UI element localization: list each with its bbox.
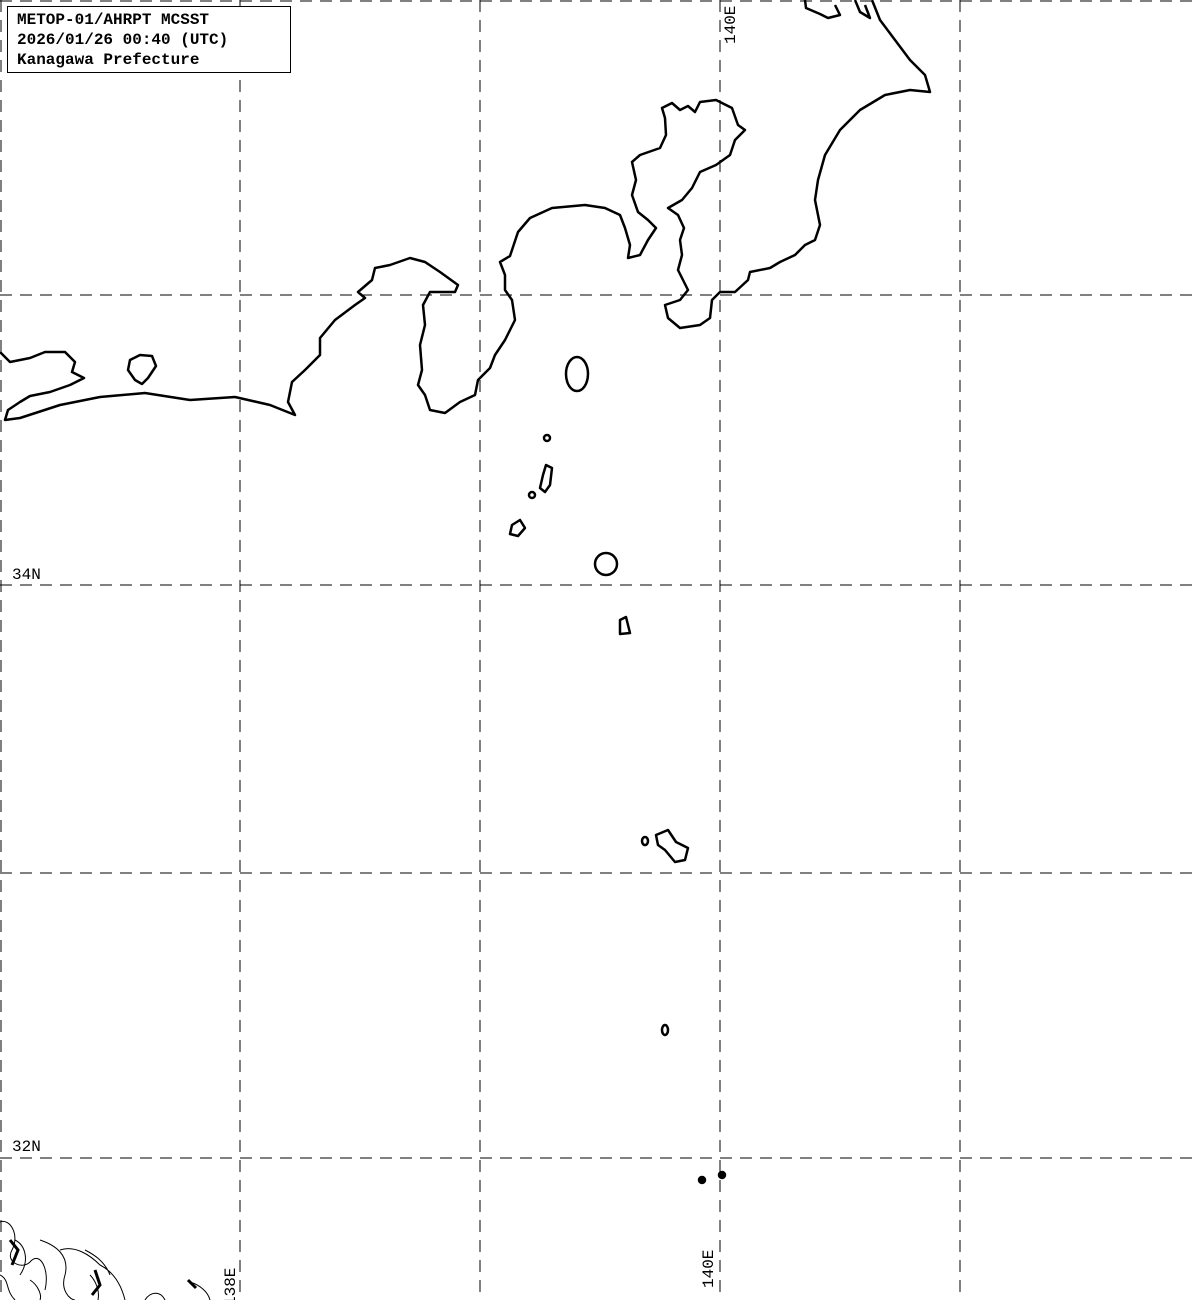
sst-contour bbox=[0, 1220, 211, 1300]
island-hachijokojima bbox=[640, 835, 650, 847]
lon-label-140e-top: 140E bbox=[722, 5, 740, 44]
island-shikinejima bbox=[527, 490, 537, 500]
island-mikurajima bbox=[618, 615, 632, 636]
island-oshima bbox=[564, 355, 590, 393]
island-hachijojima bbox=[654, 828, 690, 864]
lat-label-32n: 32N bbox=[12, 1138, 41, 1156]
island-miyakejima bbox=[593, 551, 619, 577]
lon-label-140e-bottom: 140E bbox=[700, 1249, 718, 1288]
satellite-product: METOP-01/AHRPT MCSST bbox=[17, 11, 210, 29]
lon-label-138e: 138E bbox=[222, 1267, 240, 1300]
island-kozushima bbox=[508, 518, 527, 538]
lat-label-34n: 34N bbox=[12, 566, 41, 584]
info-box: METOP-01/AHRPT MCSST 2026/01/26 00:40 (U… bbox=[7, 6, 291, 73]
island-niijima bbox=[538, 463, 554, 494]
observation-time: 2026/01/26 00:40 (UTC) bbox=[17, 31, 229, 49]
coastline bbox=[0, 0, 932, 1185]
coast-north-bay bbox=[803, 0, 842, 20]
region-name: Kanagawa Prefecture bbox=[17, 51, 200, 69]
island-smith bbox=[717, 1170, 727, 1180]
island-bayonnaise bbox=[697, 1175, 707, 1185]
coast-honshu-west bbox=[0, 0, 932, 422]
island-aogashima bbox=[660, 1023, 670, 1037]
sst-contour-dense bbox=[8, 1239, 198, 1296]
coast-north-bay-2 bbox=[853, 0, 872, 20]
sst-contours bbox=[0, 1220, 211, 1300]
island-toshima bbox=[542, 433, 552, 443]
coast-atsumi-bay bbox=[126, 353, 158, 386]
